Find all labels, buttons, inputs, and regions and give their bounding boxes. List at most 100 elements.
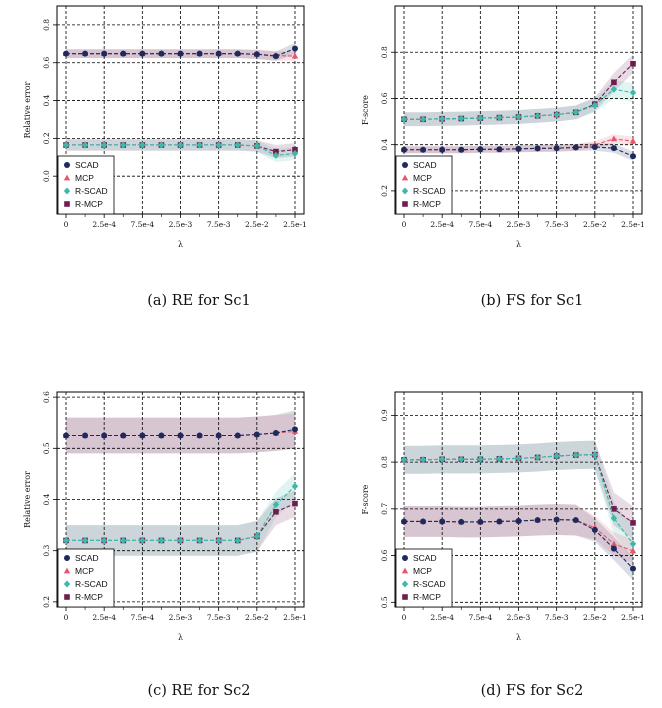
panel-caption: (d) FS for Sc2 [481,683,584,699]
x-tick-label: 0 [402,613,407,622]
point-scad [272,53,279,60]
point-r-mcp [292,500,298,507]
point-scad [610,545,617,552]
point-scad [63,50,69,57]
x-axis-label: λ [178,633,183,642]
point-mcp [629,547,637,554]
point-r-scad [272,151,280,159]
legend: SCAD MCP R-SCAD R-MCP [395,155,453,215]
legend-marker-r-mcp [402,201,408,207]
point-r-scad [438,455,446,463]
legend-marker-mcp [63,567,71,574]
x-tick-label: 2.5e-2 [245,613,269,622]
point-r-scad [272,501,280,509]
legend-label-r-mcp: R-MCP [413,592,441,602]
point-scad [553,145,560,152]
point-r-scad [477,455,484,463]
point-r-scad [100,536,108,544]
legend-marker-scad [64,162,70,168]
legend: SCAD MCP R-SCAD R-MCP [57,548,115,608]
point-r-scad [234,141,241,149]
point-r-scad [534,112,541,120]
legend-label-mcp: MCP [413,566,432,576]
point-scad [572,144,579,151]
y-tick-label: 0.4 [42,94,51,106]
point-scad [120,432,127,439]
point-scad [158,432,165,439]
point-scad [139,50,146,57]
y-tick-label: 0.6 [42,391,51,403]
x-axis-label: λ [516,240,521,249]
point-scad [477,518,484,525]
panel-caption: (c) RE for Sc2 [147,683,250,699]
point-scad [553,516,560,523]
point-r-scad [215,536,222,544]
point-scad [120,50,127,57]
point-scad [158,50,165,57]
point-r-mcp [292,146,298,153]
point-r-scad [400,115,408,123]
legend-marker-r-scad [401,580,409,588]
point-r-mcp [611,506,617,512]
point-scad [534,145,541,152]
x-tick-label: 7.5e-3 [545,220,569,229]
legend-marker-r-mcp [64,201,70,207]
point-r-mcp [611,79,617,86]
x-tick-label: 2.5e-3 [169,220,193,229]
point-scad [401,518,407,525]
y-tick-label: 0.5 [380,596,389,608]
point-r-scad [591,451,599,459]
x-tick-label: 0 [64,220,69,229]
point-r-scad [291,482,299,490]
point-scad [458,146,465,153]
x-tick-label: 0 [64,613,69,622]
chart-panel-a: 0 2.5e-4 7.5e-4 2.5e-3 7.5e-3 2.5e-2 2.5e-1 0.0… [23,5,307,309]
point-r-scad [419,115,427,123]
band-r-scad [66,472,295,556]
point-r-scad [81,536,89,544]
legend-marker-mcp [401,174,409,181]
chart-panel-c: 0 2.5e-4 7.5e-4 2.5e-3 7.5e-3 2.5e-2 2.5e-1 0.2… [23,391,307,699]
point-r-scad [177,536,184,544]
point-r-mcp [630,520,636,526]
x-tick-label: 7.5e-4 [468,220,492,229]
x-tick-label: 2.5e-3 [507,220,531,229]
y-tick-label: 0.2 [42,132,51,144]
x-tick-label: 7.5e-4 [130,613,154,622]
y-tick-label: 0.5 [42,442,51,454]
chart-panel-d: 0 2.5e-4 7.5e-4 2.5e-3 7.5e-3 2.5e-2 2.5e-1 0.5… [361,391,645,699]
point-scad [610,145,617,152]
point-r-scad [62,141,70,149]
panel-caption: (b) FS for Sc1 [481,293,584,309]
x-tick-label: 2.5e-4 [430,220,454,229]
point-r-scad [515,454,522,462]
x-tick-label: 2.5e-1 [283,613,307,622]
x-tick-label: 2.5e-3 [507,613,531,622]
y-tick-label: 0.9 [380,409,389,421]
point-r-scad [400,456,408,464]
legend-marker-scad [64,555,70,561]
point-scad [253,51,260,58]
point-scad [215,432,222,439]
point-r-scad [496,114,503,122]
legend-marker-mcp [63,174,71,181]
legend: SCAD MCP R-SCAD R-MCP [57,155,115,215]
legend-label-mcp: MCP [75,173,94,183]
point-mcp [629,137,637,144]
y-tick-label: 0.6 [380,549,389,561]
point-scad [515,518,522,524]
y-axis-label: F-score [361,484,370,514]
y-tick-label: 0.8 [380,46,389,58]
point-scad [253,431,260,438]
point-scad [177,432,184,439]
y-tick-label: 0.0 [42,170,51,182]
x-tick-label: 7.5e-3 [207,613,231,622]
point-r-scad [177,141,184,149]
point-r-scad [496,455,503,463]
point-r-scad [120,141,127,149]
legend-label-mcp: MCP [75,566,94,576]
point-scad [82,432,89,439]
y-tick-label: 0.2 [42,596,51,608]
legend-marker-r-mcp [64,594,70,600]
